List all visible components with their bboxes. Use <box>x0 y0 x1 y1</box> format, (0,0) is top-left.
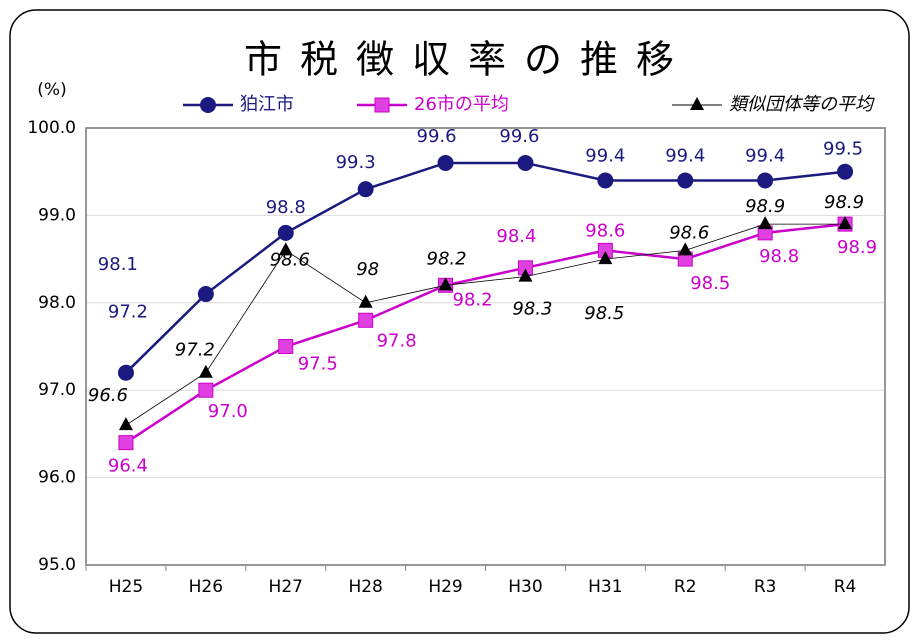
data-label: 98.6 <box>270 249 310 270</box>
data-label: 98.2 <box>453 289 493 310</box>
y-tick-label: 97.0 <box>38 380 76 400</box>
data-label: 98.5 <box>690 273 730 294</box>
point <box>358 294 373 308</box>
data-label: 98 <box>356 259 379 280</box>
point <box>437 154 454 171</box>
point <box>118 417 133 431</box>
data-label: 96.6 <box>88 385 128 406</box>
data-label: 98.1 <box>98 254 138 275</box>
x-tick-label: R2 <box>674 577 697 597</box>
legend-marker <box>200 97 216 113</box>
point <box>517 154 534 171</box>
data-label: 99.5 <box>823 139 863 160</box>
plot-area <box>85 127 886 566</box>
point <box>278 242 293 256</box>
data-label: 98.6 <box>585 220 625 241</box>
data-label: 97.2 <box>108 302 148 323</box>
point <box>438 277 453 291</box>
x-tick-label: H25 <box>109 577 143 597</box>
data-label: 99.4 <box>665 145 705 166</box>
chart-title: 市税徴収率の推移 <box>244 38 692 82</box>
legend-label: 類似団体等の平均 <box>729 94 875 115</box>
data-label: 98.8 <box>759 246 799 267</box>
x-tick-label: H28 <box>348 577 382 597</box>
y-tick-label: 99.0 <box>38 205 76 225</box>
data-label: 99.4 <box>745 145 785 166</box>
point <box>678 242 693 256</box>
point <box>598 251 613 265</box>
series-line <box>125 161 846 374</box>
point <box>277 224 294 241</box>
data-label: 98.5 <box>584 303 624 324</box>
series-line <box>125 222 846 444</box>
legend-label: 狛江市 <box>240 94 294 115</box>
y-tick-label: 98.0 <box>38 293 76 313</box>
point <box>838 216 853 230</box>
point <box>357 181 374 198</box>
point <box>757 172 774 189</box>
point <box>597 172 614 189</box>
x-tick-label: H29 <box>428 577 462 597</box>
data-label: 98.4 <box>496 226 536 247</box>
data-label: 98.6 <box>669 222 709 243</box>
y-tick-label: 100.0 <box>27 118 76 138</box>
legend-marker <box>374 97 390 113</box>
point <box>197 286 214 303</box>
y-axis-label: (%) <box>37 80 66 100</box>
point <box>358 312 374 328</box>
data-label: 97.8 <box>377 330 417 351</box>
data-label: 98.2 <box>427 248 467 269</box>
point <box>837 163 854 180</box>
x-tick-label: H26 <box>189 577 223 597</box>
data-label: 98.8 <box>266 197 306 218</box>
series-line <box>125 223 846 426</box>
data-label: 98.9 <box>745 196 785 217</box>
data-label: 98.3 <box>512 299 552 320</box>
x-tick-label: H31 <box>588 577 622 597</box>
point <box>278 339 294 354</box>
data-label: 98.9 <box>824 192 864 213</box>
y-tick-label: 95.0 <box>38 555 76 575</box>
point <box>518 268 533 282</box>
x-tick-label: R3 <box>754 577 777 597</box>
x-tick-label: R4 <box>834 577 857 597</box>
y-tick-label: 96.0 <box>38 468 76 488</box>
data-label: 97.0 <box>208 401 248 422</box>
data-label: 98.9 <box>837 237 877 258</box>
point <box>117 364 134 381</box>
x-tick-label: H27 <box>269 577 303 597</box>
point <box>198 364 213 378</box>
x-tick-label: H30 <box>508 577 542 597</box>
data-label: 99.6 <box>417 126 457 147</box>
point <box>118 435 134 451</box>
data-label: 99.4 <box>585 145 625 166</box>
data-label: 97.5 <box>298 354 338 375</box>
point <box>677 172 694 189</box>
point <box>758 216 773 230</box>
data-label: 97.2 <box>175 340 215 361</box>
legend-marker <box>690 97 704 110</box>
data-label: 99.3 <box>336 152 376 173</box>
point <box>198 382 214 398</box>
data-label: 96.4 <box>108 456 148 477</box>
data-label: 99.6 <box>499 126 539 147</box>
legend-label: 26市の平均 <box>414 94 509 115</box>
